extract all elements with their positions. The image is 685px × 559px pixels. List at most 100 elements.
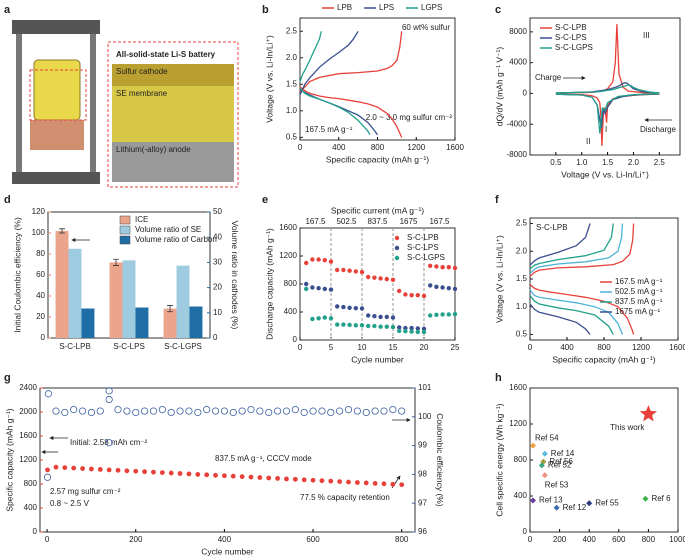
point: [452, 265, 458, 271]
legend-label: S-C-LPS: [555, 33, 587, 42]
series-line: [299, 31, 371, 136]
x-tick-label: 800: [371, 143, 385, 152]
y2-tick-label: 0: [213, 333, 218, 342]
point: [380, 407, 388, 415]
point: [78, 407, 87, 415]
point: [341, 322, 346, 327]
point: [335, 322, 340, 327]
panel-letter: a: [4, 4, 11, 16]
x-tick-label: 800: [642, 535, 656, 544]
legend-label: S-C-LPB: [555, 23, 587, 32]
point: [238, 407, 246, 415]
point: [114, 405, 122, 414]
point: [43, 473, 52, 481]
point: [159, 470, 165, 475]
point: [124, 468, 130, 474]
annotation: 167.5 mA g⁻¹: [305, 125, 353, 134]
point: [168, 470, 174, 476]
panel-letter: h: [495, 372, 502, 384]
legend-label: 1675 mA g⁻¹: [615, 307, 660, 316]
point: [97, 467, 103, 472]
bar: [55, 230, 69, 338]
series-line: [529, 223, 635, 335]
legend-label: 167.5 mA g⁻¹: [615, 277, 663, 286]
point: [366, 274, 371, 280]
y-tick-label: 100: [32, 228, 46, 237]
point: [371, 407, 379, 415]
y-tick-label: 1200: [279, 251, 297, 260]
legend-label: S-C-LGPS: [555, 43, 593, 52]
point: [284, 476, 289, 482]
point: [304, 286, 309, 292]
point: [185, 407, 193, 415]
y2-tick-label: 50: [213, 207, 222, 216]
x-tick-label: 1600: [446, 143, 464, 152]
point: [96, 407, 104, 415]
x-tick-label: 600: [306, 535, 320, 544]
y-tick-label: 40: [36, 291, 45, 300]
point: [446, 265, 451, 270]
layer-membrane: [112, 86, 234, 142]
rate-label: 1675: [400, 217, 418, 226]
point: [372, 275, 377, 280]
point: [322, 286, 327, 292]
y-tick-label: -8000: [507, 150, 528, 159]
panel-a-illustration: a All-solid-state Li-S battery Sulfur ca…: [4, 4, 239, 188]
point: [106, 467, 112, 473]
point: [359, 323, 365, 328]
point: [310, 285, 315, 290]
point: [176, 407, 184, 415]
point: [327, 408, 335, 417]
point: [132, 408, 140, 417]
legend-label: Volume ratio of Carbon: [135, 235, 217, 244]
point: [384, 276, 389, 282]
panel-letter: g: [4, 372, 11, 384]
point: [158, 405, 166, 414]
point: [275, 476, 280, 481]
point: [133, 468, 139, 474]
point-label: Ref 13: [539, 496, 563, 505]
legend-swatch: [119, 235, 131, 245]
point: [266, 475, 272, 481]
x-axis-label: Voltage (V vs. Li-In/Li⁺): [561, 169, 649, 179]
y2-tick-label: 20: [213, 283, 222, 292]
series-line: [555, 84, 660, 134]
annotation: III: [643, 31, 650, 40]
y-tick-label: 2.5: [516, 219, 528, 228]
y-tick-label: 1.0: [516, 302, 528, 311]
y-tick-label: -4000: [507, 119, 528, 128]
point-label: Ref 53: [545, 480, 569, 489]
y-tick-label: 1.0: [286, 106, 298, 115]
point: [194, 408, 202, 417]
x-tick-label: 0: [528, 343, 533, 352]
point: [291, 405, 299, 414]
point: [586, 500, 593, 507]
point: [346, 479, 351, 485]
point: [440, 285, 445, 290]
point: [390, 481, 396, 487]
annotation: 2.57 mg sulfur cm⁻²: [50, 487, 121, 496]
point: [403, 329, 408, 334]
error-bar: [59, 228, 66, 234]
y2-axis-label: Volume ratio in cathodes (%): [230, 221, 240, 330]
y2-tick-label: 100: [418, 412, 432, 421]
cell-base: [30, 120, 84, 150]
bar: [189, 306, 203, 338]
point: [53, 464, 59, 470]
point: [381, 481, 387, 487]
y-tick-label: 0: [523, 89, 528, 98]
point: [273, 407, 282, 415]
legend-swatch: [119, 215, 131, 225]
series-line: [529, 223, 591, 335]
panel-letter: f: [495, 194, 499, 206]
point-label: Ref 12: [563, 503, 587, 512]
point-label: Ref 54: [535, 434, 559, 443]
annotation: Initial: 2.58 mAh cm⁻²: [70, 438, 147, 447]
point: [203, 405, 211, 414]
y-tick-label: 0: [33, 527, 38, 536]
point: [541, 450, 548, 457]
x-tick-label: 400: [332, 143, 346, 152]
point: [428, 313, 433, 318]
device-rod: [16, 34, 22, 174]
x-tick-label: 0: [45, 535, 50, 544]
